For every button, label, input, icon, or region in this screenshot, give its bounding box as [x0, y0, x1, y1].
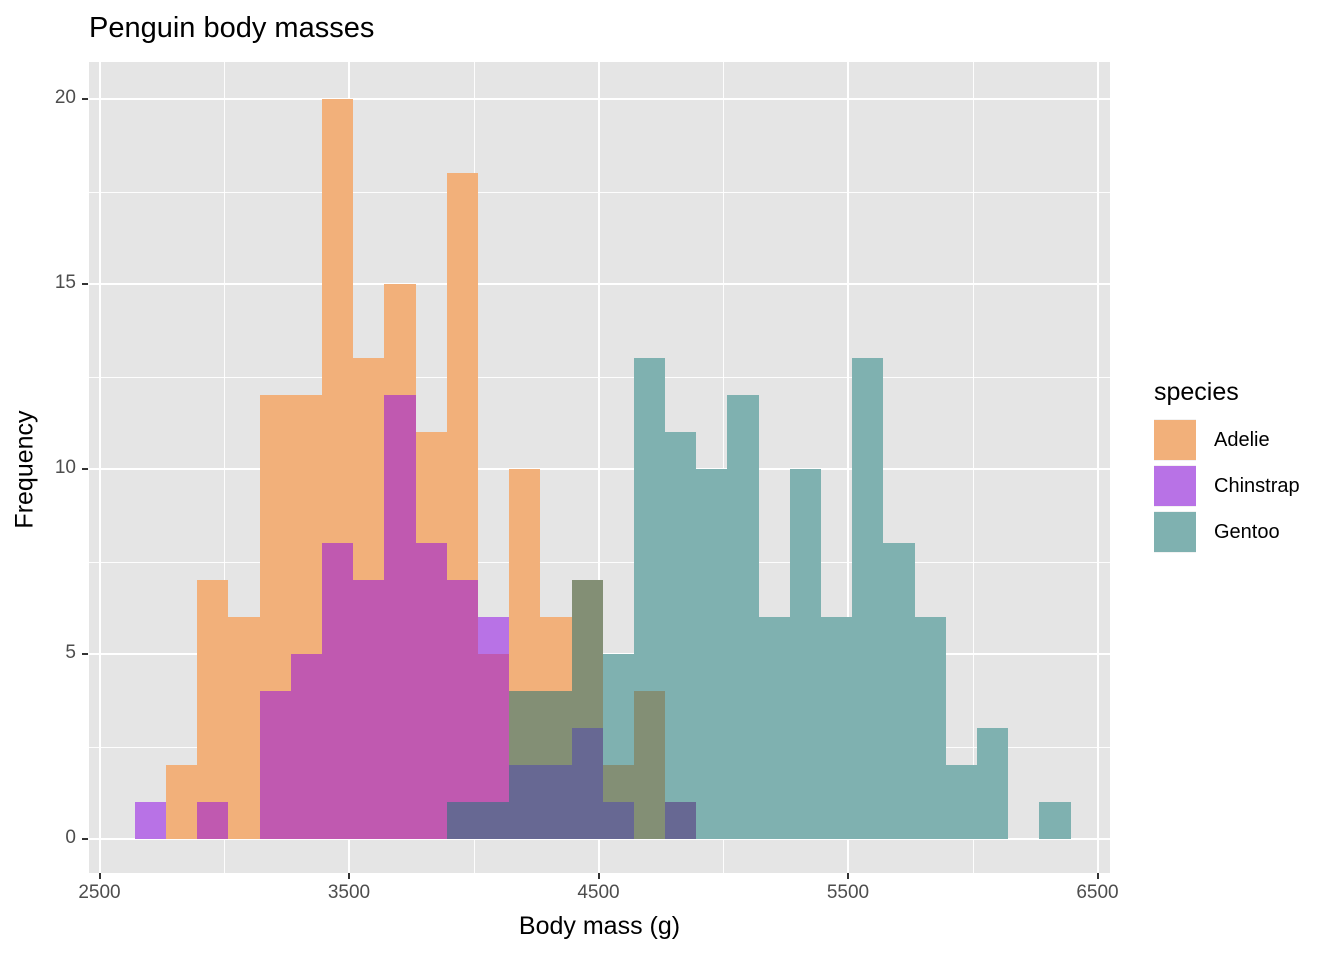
x-tick-label: 2500 — [78, 882, 121, 903]
histogram-bar-segment — [509, 765, 541, 839]
histogram-bar-segment — [540, 691, 572, 765]
histogram-bar-segment — [353, 580, 385, 839]
histogram-bar-segment — [322, 99, 354, 543]
histogram-bar-segment — [197, 580, 229, 802]
histogram-bar-segment — [665, 432, 697, 802]
histogram-bar-segment — [415, 543, 447, 839]
histogram-bar-segment — [883, 543, 915, 839]
y-tick — [82, 838, 88, 840]
plot-panel — [89, 62, 1110, 873]
histogram-bar-segment — [976, 728, 1009, 839]
histogram-bar-segment — [696, 469, 728, 839]
y-tick-label: 0 — [65, 827, 76, 848]
x-tick-label: 3500 — [327, 882, 371, 903]
gridline — [224, 62, 226, 873]
legend-label: Adelie — [1214, 428, 1270, 451]
legend-item-gentoo: Gentoo — [1154, 509, 1300, 555]
y-axis-label: Frequency — [10, 410, 39, 529]
histogram-bar-segment — [852, 358, 884, 839]
histogram-bar-segment — [197, 802, 229, 839]
histogram-bar-segment — [477, 654, 510, 802]
histogram-bar-segment — [446, 580, 478, 802]
gridline — [89, 838, 1110, 840]
y-tick — [82, 98, 88, 100]
gridline — [89, 98, 1110, 100]
histogram-bar-segment — [758, 617, 790, 839]
x-axis-label: Body mass (g) — [518, 912, 681, 940]
histogram-bar-segment — [134, 802, 167, 839]
x-tick-label: 4500 — [577, 882, 620, 903]
y-tick-label: 5 — [65, 642, 76, 663]
histogram-bar-segment — [540, 765, 572, 839]
y-tick-label: 15 — [54, 272, 76, 293]
x-tick — [98, 873, 101, 879]
histogram-bar-segment — [259, 691, 291, 839]
y-tick-label: 20 — [54, 87, 76, 108]
histogram-bar-segment — [166, 765, 198, 839]
histogram-bar-segment — [509, 691, 541, 765]
x-tick — [1096, 873, 1099, 879]
histogram-bar-segment — [633, 358, 666, 691]
gridline — [723, 62, 725, 873]
y-tick — [82, 653, 88, 655]
histogram-bar-segment — [477, 617, 510, 654]
histogram-bar-segment — [602, 654, 634, 765]
histogram-bar-segment — [384, 284, 416, 395]
y-tick-label: 10 — [54, 457, 76, 478]
legend-label: Chinstrap — [1214, 474, 1300, 497]
histogram-bar-segment — [477, 802, 510, 839]
legend-swatch-chinstrap — [1154, 466, 1196, 506]
histogram-bar-segment — [633, 691, 666, 839]
x-tick — [847, 873, 849, 879]
legend-item-adelie: Adelie — [1154, 417, 1300, 463]
y-tick — [82, 468, 88, 470]
gridline — [89, 561, 1110, 563]
gridline — [597, 62, 600, 873]
chart-title: Penguin body masses — [89, 12, 375, 44]
gridline — [89, 468, 1110, 470]
legend-swatch-gentoo — [1154, 512, 1196, 552]
histogram-bar-segment — [571, 580, 603, 728]
histogram-bar-segment — [446, 802, 478, 839]
gridline — [89, 191, 1110, 193]
x-tick-label: 5500 — [826, 882, 870, 903]
histogram-bar-segment — [415, 432, 447, 543]
legend-label: Gentoo — [1214, 520, 1280, 543]
histogram-bar-segment — [228, 617, 260, 839]
gridline — [89, 283, 1110, 285]
histogram-bar-segment — [602, 765, 634, 802]
histogram-bar-segment — [727, 395, 759, 839]
gridline — [972, 62, 974, 873]
gridline — [847, 62, 849, 873]
legend: species Adelie Chinstrap Gentoo — [1154, 378, 1300, 555]
legend-title: species — [1154, 378, 1239, 406]
histogram-bar-segment — [914, 617, 946, 839]
legend-swatch-adelie — [1154, 420, 1196, 460]
histogram-bar-segment — [290, 654, 323, 839]
histogram-bar-segment — [571, 728, 603, 839]
histogram-bar-segment — [384, 395, 416, 839]
x-tick — [597, 873, 600, 879]
x-tick-label: 6500 — [1076, 882, 1119, 903]
histogram-bar-segment — [540, 617, 572, 691]
histogram-bar-segment — [353, 358, 385, 580]
y-tick — [82, 283, 88, 285]
histogram-bar-segment — [602, 802, 634, 839]
histogram-bar-segment — [509, 469, 541, 691]
gridline — [89, 376, 1110, 378]
histogram-bar-segment — [290, 395, 323, 654]
gridline — [98, 62, 101, 873]
histogram-bar-segment — [446, 173, 478, 580]
histogram-bar-segment — [821, 617, 853, 839]
histogram-bar-segment — [322, 543, 354, 839]
histogram-bar-segment — [945, 765, 977, 839]
histogram-bar-segment — [1039, 802, 1071, 839]
gridline — [1096, 62, 1099, 873]
histogram-bar-segment — [665, 802, 697, 839]
legend-item-chinstrap: Chinstrap — [1154, 463, 1300, 509]
histogram-bar-segment — [789, 469, 822, 839]
histogram-bar-segment — [259, 395, 291, 691]
x-tick — [348, 873, 350, 879]
